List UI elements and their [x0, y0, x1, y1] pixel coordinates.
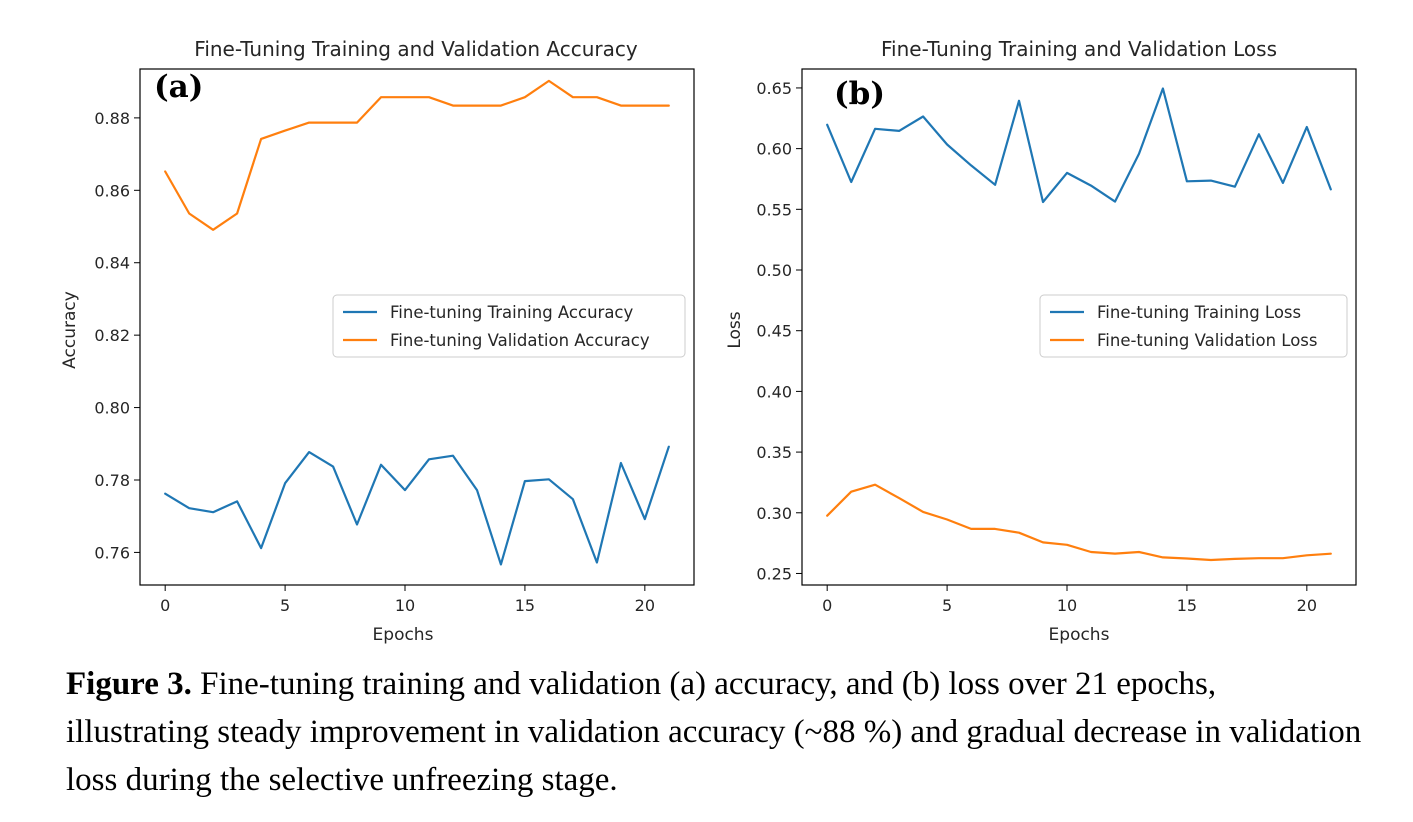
- loss-y-axis-label: Loss: [725, 311, 745, 348]
- accuracy-legend-box: [332, 294, 686, 358]
- loss-legend: Fine-tuning Training Loss Fine-tuning Va…: [1039, 294, 1348, 358]
- loss-x-tick-label: 20: [1297, 596, 1317, 615]
- loss-x-axis-label: Epochs: [1049, 625, 1110, 645]
- loss-y-tick-label: 0.45: [756, 322, 792, 341]
- accuracy-x-tick-label: 15: [515, 596, 535, 615]
- loss-panel-tag: (b): [834, 76, 885, 112]
- accuracy-panel-tag: (a): [154, 69, 203, 105]
- accuracy-legend-label-validation: Fine-tuning Validation Accuracy: [390, 331, 650, 350]
- figure-caption: Figure 3. Fine-tuning training and valid…: [66, 660, 1366, 804]
- loss-x-tick-label: 15: [1177, 596, 1197, 615]
- loss-y-tick-label: 0.65: [756, 79, 792, 98]
- accuracy-plot-frame: [139, 68, 695, 586]
- accuracy-legend-label-training: Fine-tuning Training Accuracy: [390, 303, 633, 322]
- loss-x-tick-label: 0: [822, 596, 832, 615]
- figure-canvas: Fine-Tuning Training and Validation Accu…: [60, 37, 1357, 645]
- accuracy-panel: Fine-Tuning Training and Validation Accu…: [60, 37, 695, 645]
- loss-series-lines: [826, 87, 1332, 562]
- accuracy-y-axis-label: Accuracy: [60, 291, 80, 369]
- accuracy-x-tick-label: 0: [160, 596, 170, 615]
- accuracy-y-tick-label: 0.78: [94, 471, 130, 490]
- loss-y-tick-label: 0.50: [756, 261, 792, 280]
- accuracy-x-tick-label: 5: [280, 596, 290, 615]
- loss-legend-label-validation: Fine-tuning Validation Loss: [1097, 331, 1318, 350]
- accuracy-x-tick-label: 20: [635, 596, 655, 615]
- figure-caption-text: Fine-tuning training and validation (a) …: [66, 666, 1362, 798]
- accuracy-chart-title: Fine-Tuning Training and Validation Accu…: [194, 37, 638, 61]
- loss-panel: Fine-Tuning Training and Validation Loss…: [725, 37, 1357, 645]
- loss-chart-title: Fine-Tuning Training and Validation Loss: [881, 37, 1277, 61]
- accuracy-y-tick-label: 0.82: [94, 326, 130, 345]
- accuracy-series-line-validation: [164, 79, 670, 231]
- accuracy-y-tick-label: 0.80: [94, 399, 130, 418]
- loss-y-tick-label: 0.35: [756, 443, 792, 462]
- accuracy-y-tick-label: 0.86: [94, 181, 130, 200]
- loss-y-tick-label: 0.25: [756, 564, 792, 583]
- loss-y-tick-label: 0.55: [756, 200, 792, 219]
- loss-y-tick-label: 0.60: [756, 140, 792, 159]
- loss-y-tick-label: 0.40: [756, 382, 792, 401]
- accuracy-series-lines: [164, 79, 670, 566]
- loss-legend-label-training: Fine-tuning Training Loss: [1097, 303, 1301, 322]
- loss-x-tick-label: 5: [942, 596, 952, 615]
- loss-y-tick-label: 0.30: [756, 504, 792, 523]
- loss-axis-ticks: 0 5 10 15 20 0.25 0.30 0.35 0.40 0.45 0.50 0.55 0.60…: [756, 79, 1317, 615]
- accuracy-y-tick-label: 0.84: [94, 254, 130, 273]
- accuracy-y-tick-label: 0.88: [94, 109, 130, 128]
- accuracy-x-tick-label: 10: [395, 596, 415, 615]
- loss-series-line-training: [826, 87, 1332, 204]
- loss-series-line-validation: [826, 483, 1332, 562]
- figure-caption-label: Figure 3.: [66, 666, 192, 702]
- loss-x-tick-label: 10: [1057, 596, 1077, 615]
- accuracy-y-tick-label: 0.76: [94, 543, 130, 562]
- accuracy-x-axis-label: Epochs: [373, 625, 434, 645]
- accuracy-axis-ticks: 0 5 10 15 20 0.76 0.78 0.80 0.82 0.84 0.86 0.88: [94, 109, 655, 615]
- loss-legend-box: [1039, 294, 1348, 358]
- loss-plot-frame: [801, 68, 1357, 586]
- accuracy-series-line-training: [164, 445, 670, 566]
- accuracy-legend: Fine-tuning Training Accuracy Fine-tunin…: [332, 294, 686, 358]
